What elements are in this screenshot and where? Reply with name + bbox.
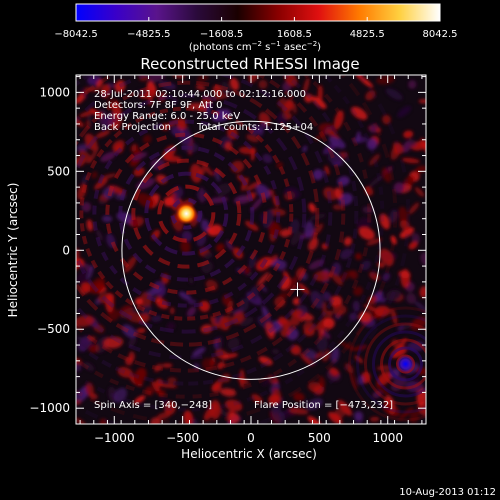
- x-tick-label: 1000: [372, 431, 403, 445]
- colorbar: [75, 3, 441, 22]
- colorbar-tick-label: −8042.5: [54, 29, 97, 40]
- y-tick-label: −1000: [29, 401, 70, 415]
- info-time-range: 28-Jul-2011 02:10:44.000 to 02:12:16.000: [94, 89, 306, 100]
- y-tick-label: 500: [47, 164, 70, 178]
- flare-source: [175, 202, 198, 225]
- x-axis-label: Heliocentric X (arcsec): [181, 447, 317, 461]
- info-energy-range: Energy Range: 6.0 - 25.0 keV: [94, 111, 240, 122]
- chart-title: Reconstructed RHESSI Image: [140, 55, 359, 73]
- observation-info: 28-Jul-2011 02:10:44.000 to 02:12:16.000…: [94, 89, 313, 133]
- info-detectors: Detectors: 7F 8F 9F, Att 0: [94, 100, 222, 111]
- timestamp: 10-Aug-2013 01:12: [399, 487, 496, 498]
- colorbar-tick-label: 1608.5: [277, 29, 312, 40]
- colorbar-units: (photons cm−2 s−1 asec−2): [189, 40, 321, 53]
- info-total-counts: Total counts: 1.125+04: [196, 122, 313, 133]
- spin-axis-marker: [290, 282, 305, 297]
- axis-ticks: [76, 75, 426, 425]
- x-tick-label: −1000: [94, 431, 135, 445]
- colorbar-ticks: −8042.5 −4825.5 −1608.5 1608.5 4825.5 8042.5: [54, 17, 458, 40]
- y-tick-label: 0: [62, 243, 70, 257]
- x-tick-label: 500: [308, 431, 331, 445]
- x-tick-label: −500: [166, 431, 199, 445]
- colorbar-tick-label: 8042.5: [423, 29, 458, 40]
- negative-source: [396, 354, 415, 373]
- flare-position-label: Flare Position = [−473,232]: [254, 400, 393, 411]
- plot-area: [76, 75, 426, 424]
- y-tick-label: −500: [37, 322, 70, 336]
- y-tick-label: 1000: [39, 85, 70, 99]
- colorbar-tick-label: −1608.5: [200, 29, 243, 40]
- info-method: Back Projection: [94, 122, 171, 133]
- solar-limb: [121, 120, 381, 380]
- colorbar-tick-label: −4825.5: [127, 29, 170, 40]
- spin-axis-label: Spin Axis = [340,−248]: [94, 400, 212, 411]
- colorbar-tick-label: 4825.5: [350, 29, 385, 40]
- y-axis-label: Heliocentric Y (arcsec): [6, 183, 20, 318]
- x-tick-label: 0: [247, 431, 255, 445]
